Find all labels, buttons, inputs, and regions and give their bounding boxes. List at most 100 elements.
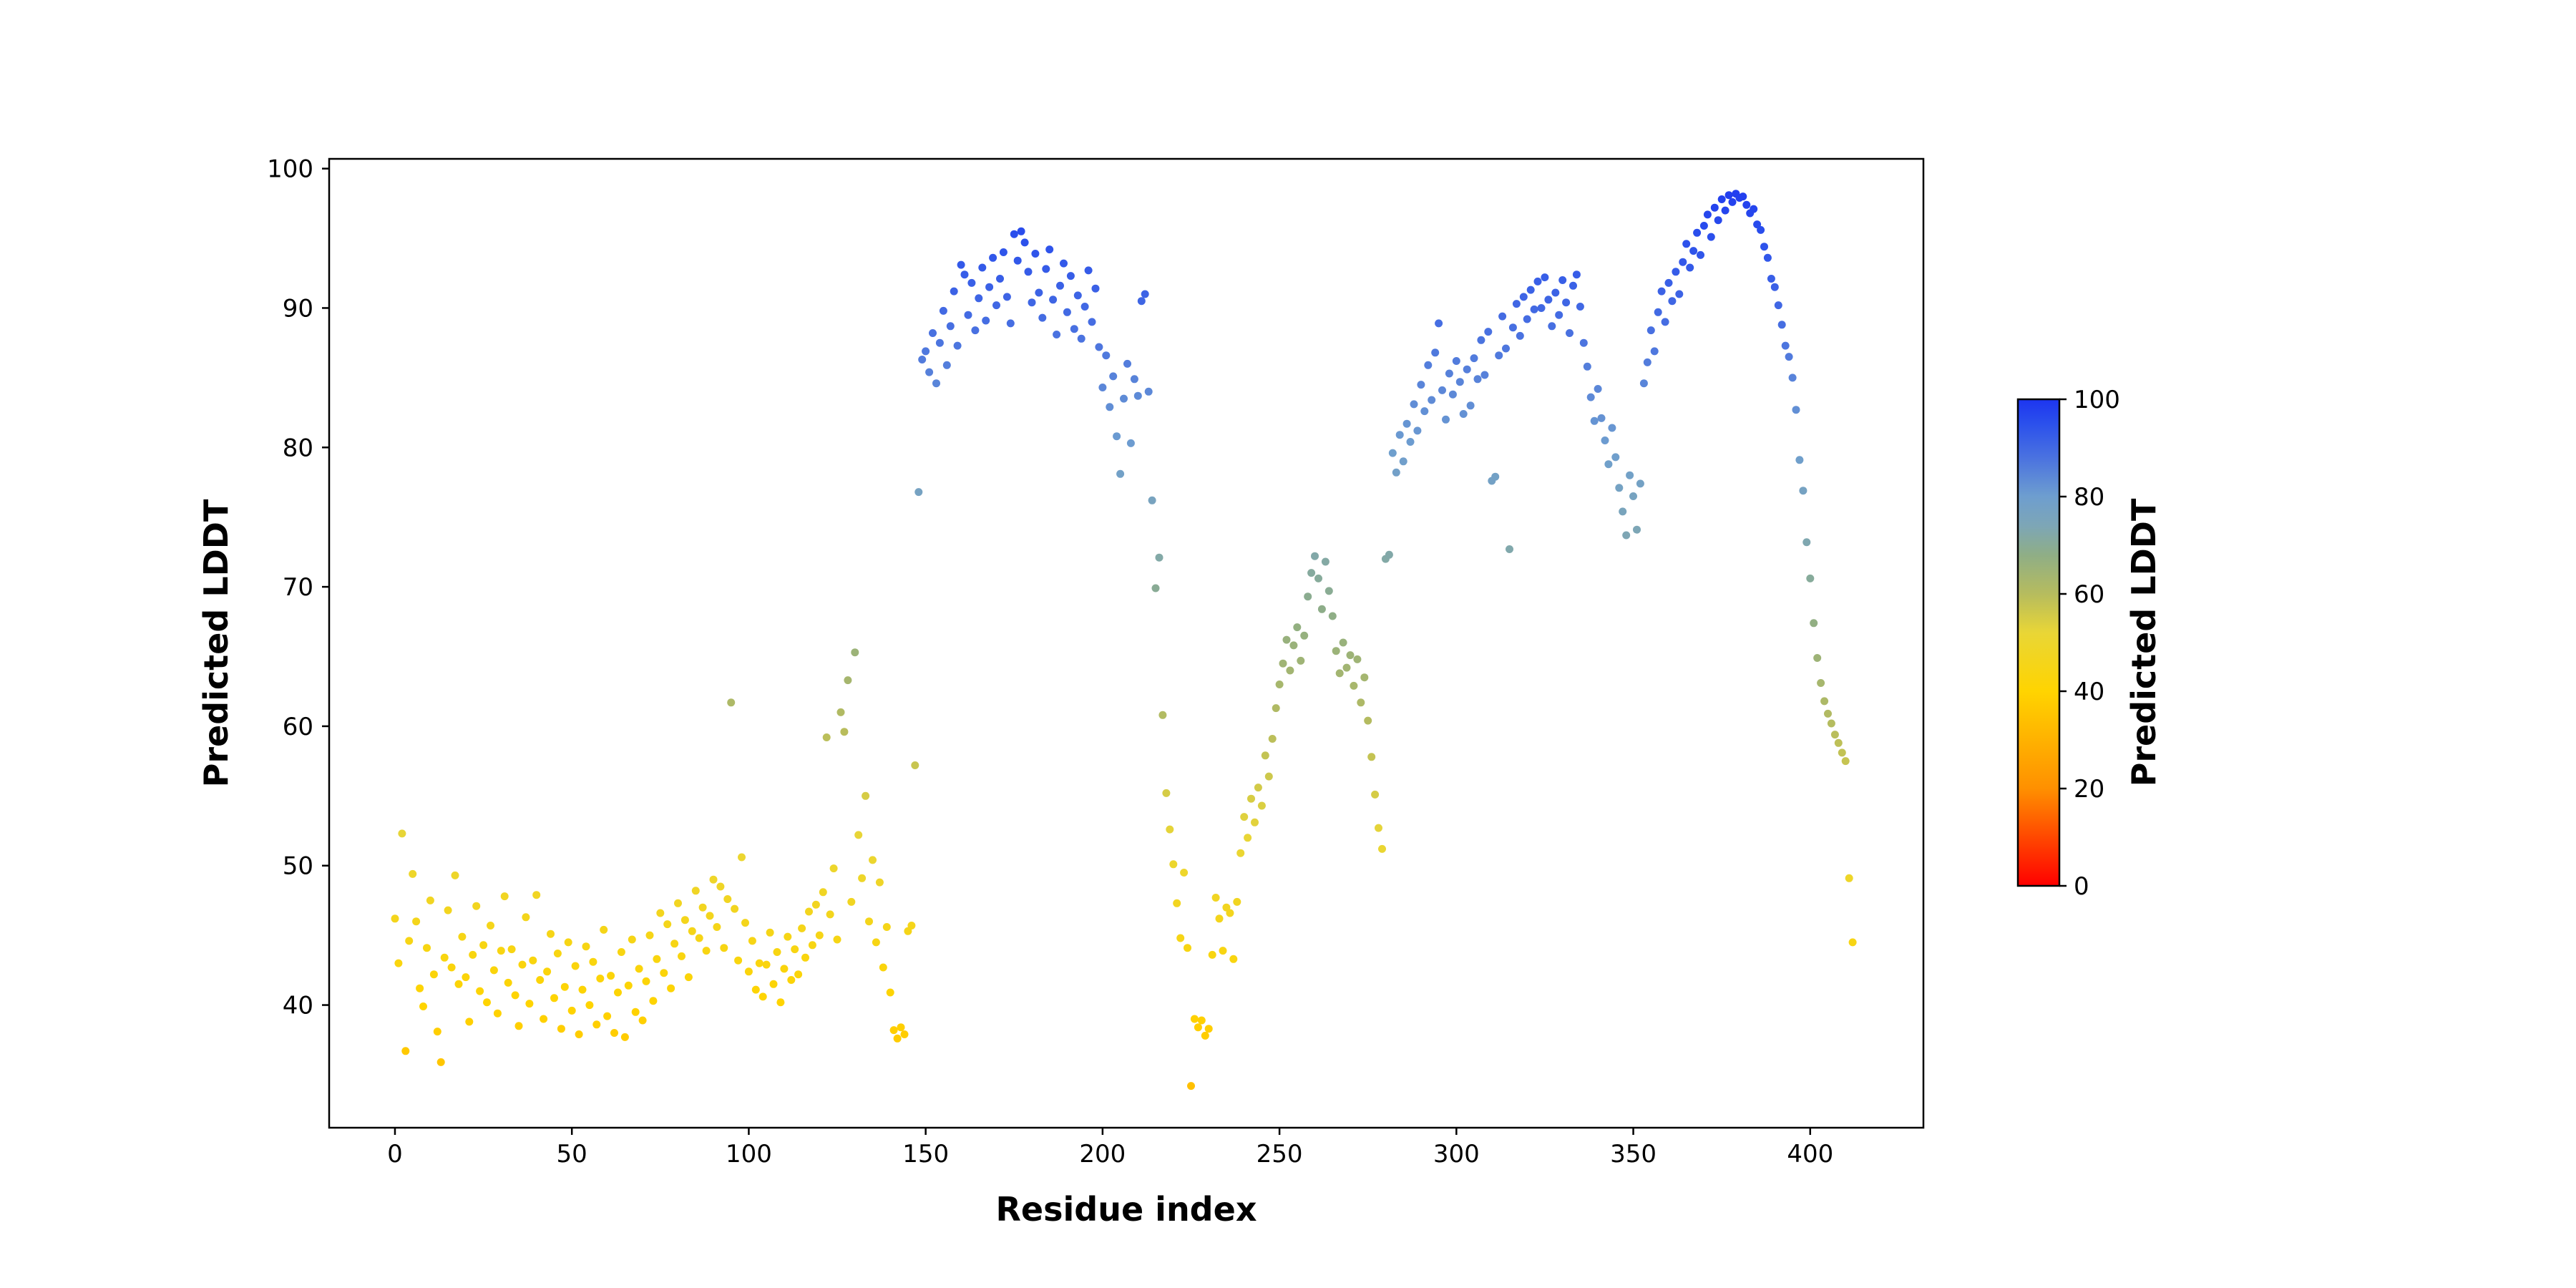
scatter-point (858, 874, 867, 882)
scatter-point (801, 953, 809, 962)
scatter-point (564, 938, 572, 947)
scatter-point (897, 1023, 905, 1032)
scatter-point (738, 853, 746, 862)
scatter-point (706, 912, 714, 920)
scatter-point (1240, 813, 1249, 821)
scatter-point (1392, 468, 1400, 477)
scatter-point (1399, 457, 1407, 466)
scatter-point (975, 294, 983, 303)
scatter-point (1088, 318, 1096, 326)
scatter-point (1219, 947, 1227, 955)
scatter-point (394, 959, 403, 967)
scatter-point (628, 935, 636, 944)
scatter-point (1385, 550, 1393, 559)
scatter-point (1693, 228, 1702, 237)
scatter-point (1042, 265, 1050, 273)
scatter-point (1293, 623, 1302, 632)
scatter-point (667, 984, 675, 992)
scatter-point (840, 728, 849, 736)
scatter-point (964, 311, 972, 319)
scatter-point (1654, 308, 1662, 316)
scatter-point (1717, 195, 1726, 203)
scatter-point (1233, 897, 1241, 906)
scatter-point (748, 937, 756, 945)
scatter-point (1541, 273, 1549, 282)
scatter-point (1020, 238, 1029, 247)
scatter-point (1251, 818, 1259, 826)
scatter-point (904, 927, 912, 935)
scatter-point (1841, 757, 1850, 766)
scatter-point (1781, 341, 1790, 350)
scatter-point (514, 1022, 523, 1030)
scatter-point (1116, 469, 1125, 478)
scatter-point (826, 910, 834, 919)
scatter-point (1314, 574, 1322, 582)
scatter-point (1162, 789, 1171, 797)
scatter-point (684, 973, 693, 982)
scatter-point (869, 856, 877, 864)
colorbar-tick-label: 100 (2074, 386, 2120, 414)
scatter-point (1080, 303, 1089, 311)
scatter-point (872, 938, 880, 947)
scatter-point (762, 960, 771, 969)
y-tick-label: 90 (283, 294, 313, 323)
scatter-point (893, 1034, 902, 1043)
scatter-point (1757, 225, 1765, 234)
y-tick-label: 100 (267, 155, 313, 184)
scatter-point (1173, 899, 1181, 907)
scatter-point (1820, 697, 1829, 706)
scatter-point (1699, 222, 1708, 230)
scatter-point (978, 263, 987, 272)
scatter-point (440, 953, 449, 962)
y-axis-label: Predicted LDDT (197, 499, 235, 787)
y-tick-label: 40 (283, 992, 313, 1020)
y-tick-label: 70 (283, 573, 313, 602)
x-tick-label: 150 (902, 1140, 949, 1169)
scatter-point (656, 909, 665, 917)
scatter-point (1339, 638, 1347, 647)
scatter-point (1619, 507, 1627, 516)
scatter-point (1109, 372, 1118, 381)
scatter-point (1562, 298, 1571, 307)
scatter-point (1470, 354, 1478, 363)
scatter-point (1126, 439, 1135, 447)
scatter-point (1424, 361, 1433, 369)
scatter-point (1650, 347, 1659, 356)
scatter-point (405, 937, 414, 945)
scatter-point (1760, 243, 1768, 251)
scatter-point (932, 379, 940, 388)
scatter-point (1137, 297, 1146, 306)
scatter-point (702, 947, 711, 955)
scatter-point (1813, 654, 1822, 662)
scatter-point (847, 897, 856, 906)
scatter-point (607, 972, 615, 980)
scatter-point (914, 488, 923, 497)
scatter-point (1767, 275, 1775, 283)
scatter-point (1187, 1082, 1195, 1091)
scatter-point (1113, 432, 1121, 441)
scatter-point (465, 1018, 474, 1026)
scatter-point (1002, 293, 1011, 301)
scatter-point (1342, 663, 1351, 672)
scatter-point (462, 973, 470, 982)
scatter-point (1024, 268, 1033, 276)
scatter-point (1824, 709, 1832, 718)
x-tick-label: 50 (557, 1140, 587, 1169)
scatter-point (1679, 258, 1687, 266)
scatter-point (1317, 605, 1326, 613)
scatter-point (1013, 256, 1022, 265)
scatter-point (1770, 283, 1779, 291)
scatter-point (1438, 386, 1446, 394)
x-tick-label: 350 (1610, 1140, 1657, 1169)
scatter-point (731, 904, 739, 913)
scatter-point (784, 932, 792, 941)
scatter-point (1324, 587, 1333, 595)
scatter-point (1272, 704, 1280, 713)
scatter-point (500, 892, 509, 901)
scatter-point (1028, 298, 1036, 307)
scatter-point (454, 980, 463, 988)
scatter-point (1710, 203, 1719, 212)
scatter-point (798, 924, 806, 932)
scatter-point (1197, 1016, 1206, 1025)
scatter-point (942, 361, 951, 369)
